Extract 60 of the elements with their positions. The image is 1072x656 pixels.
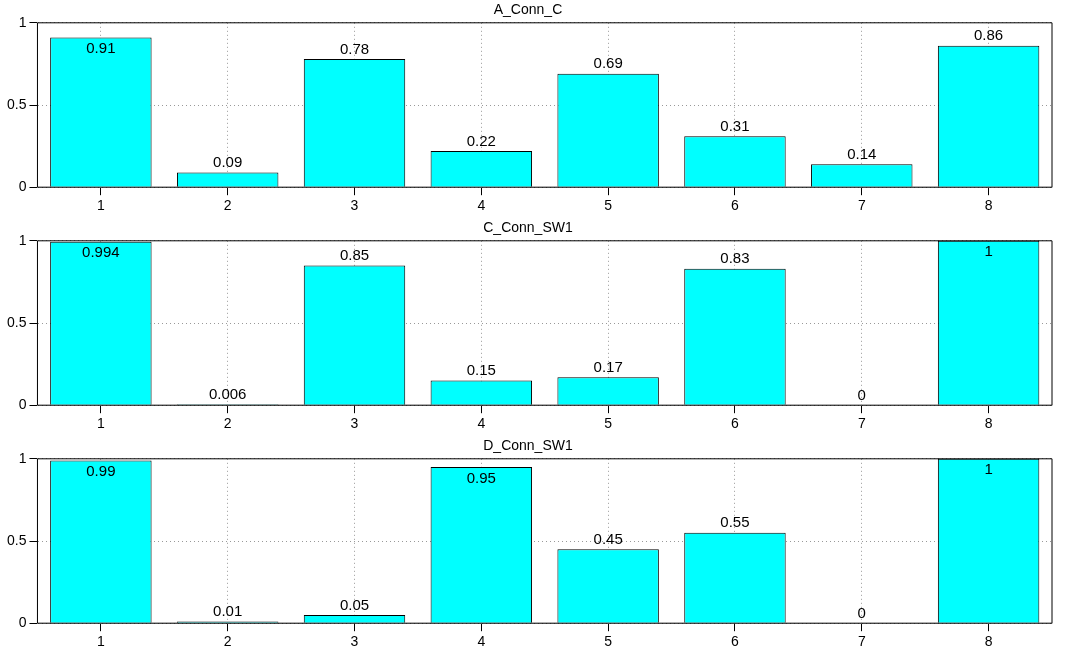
data-label: 0.14 <box>847 144 877 162</box>
x-tick-label: 8 <box>984 633 993 650</box>
x-tick-label: 7 <box>857 415 866 432</box>
y-tick-label: 1 <box>18 231 27 248</box>
chart-title: A_Conn_C <box>493 1 563 18</box>
y-tick-label: 0.5 <box>6 95 27 112</box>
x-tick-label: 1 <box>96 197 105 214</box>
x-tick-label: 6 <box>731 197 740 214</box>
x-tick-label: 5 <box>604 197 613 214</box>
x-tick-label: 2 <box>223 415 232 432</box>
data-label: 0.31 <box>720 116 750 134</box>
data-label: 0.17 <box>593 357 623 375</box>
data-label: 0.55 <box>720 513 750 531</box>
x-tick-label: 7 <box>857 197 866 214</box>
data-label: 0.05 <box>339 595 370 613</box>
x-tick-label: 4 <box>477 633 486 650</box>
y-tick-label: 0.5 <box>6 313 27 330</box>
data-label: 0.22 <box>466 131 496 149</box>
x-tick-label: 2 <box>223 633 232 650</box>
x-tick-label: 3 <box>350 415 359 432</box>
y-tick-label: 0 <box>18 178 27 195</box>
data-label: 1 <box>984 242 993 260</box>
x-tick-label: 8 <box>984 197 993 214</box>
data-label: 0 <box>857 603 866 621</box>
data-label: 0.86 <box>973 26 1004 44</box>
x-tick-label: 3 <box>350 633 359 650</box>
x-tick-label: 5 <box>604 415 613 432</box>
x-tick-label: 4 <box>477 415 486 432</box>
data-label: 0.69 <box>593 54 623 72</box>
x-tick-label: 2 <box>223 197 232 214</box>
data-label: 0.006 <box>208 384 247 402</box>
x-tick-label: 1 <box>96 633 105 650</box>
x-tick-label: 1 <box>96 415 105 432</box>
y-tick-label: 1 <box>18 449 27 466</box>
x-tick-label: 4 <box>477 197 486 214</box>
chart-title: C_Conn_SW1 <box>483 219 573 236</box>
data-label: 0 <box>857 385 866 403</box>
y-tick-label: 0.5 <box>6 531 27 548</box>
y-tick-label: 0 <box>18 614 27 631</box>
data-label: 0.85 <box>339 246 370 264</box>
x-tick-label: 6 <box>731 633 740 650</box>
x-tick-label: 6 <box>731 415 740 432</box>
x-tick-label: 5 <box>604 633 613 650</box>
x-tick-label: 7 <box>857 633 866 650</box>
data-label: 0.09 <box>213 153 243 171</box>
data-label: 0.95 <box>466 468 496 486</box>
data-label: 0.994 <box>82 243 120 261</box>
data-label: 1 <box>984 460 993 478</box>
data-label: 0.15 <box>466 361 496 379</box>
y-tick-label: 1 <box>18 13 27 30</box>
data-label: 0.45 <box>593 529 623 547</box>
data-label: 0.83 <box>720 249 750 267</box>
y-tick-label: 0 <box>18 396 27 413</box>
data-label: 0.91 <box>86 39 116 57</box>
x-tick-label: 3 <box>350 197 359 214</box>
data-label: 0.01 <box>213 602 243 620</box>
x-tick-label: 8 <box>984 415 993 432</box>
chart-title: D_Conn_SW1 <box>483 437 573 454</box>
data-label: 0.99 <box>86 462 116 480</box>
data-label: 0.78 <box>339 39 370 57</box>
